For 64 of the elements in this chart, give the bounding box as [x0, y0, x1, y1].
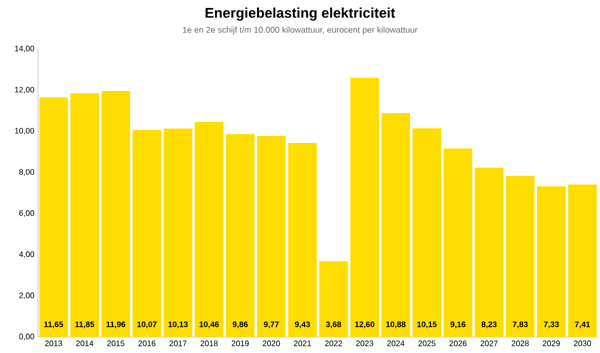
x-tick-label: 2016: [138, 340, 156, 346]
x-tick-label: 2024: [387, 340, 404, 346]
chart-subtitle: 1e en 2e schijf t/m 10.000 kilowattuur, eurocent per kilowattuur: [183, 26, 418, 34]
data-label: 7,41: [574, 322, 590, 328]
data-label: 7,33: [544, 321, 559, 328]
data-label: 11,65: [44, 321, 64, 328]
data-label: 10,07: [137, 321, 157, 328]
data-label: 9,86: [232, 321, 248, 328]
data-label: 10,88: [386, 321, 406, 328]
x-tick-label: 2022: [325, 340, 342, 346]
bar: [194, 122, 224, 337]
bar: [506, 176, 535, 337]
y-tick-label: 10,00: [15, 128, 34, 135]
x-tick-label: 2023: [356, 340, 374, 346]
x-tick-label: 2027: [480, 340, 498, 346]
data-label: 11,96: [106, 321, 126, 328]
bar: [39, 97, 68, 337]
bar: [319, 261, 348, 337]
bar: [288, 143, 317, 337]
y-tick-label: 6,00: [19, 210, 34, 217]
x-tick-label: 2030: [574, 340, 592, 346]
data-label: 10,46: [200, 321, 219, 328]
data-label: 3,68: [326, 321, 342, 328]
bar: [132, 130, 162, 337]
x-tick-label: 2013: [45, 340, 62, 346]
y-tick-label: 4,00: [19, 251, 34, 258]
data-label: 10,13: [168, 321, 188, 328]
x-tick-label: 2019: [232, 340, 249, 346]
bar: [101, 90, 130, 337]
x-tick-label: 2018: [200, 340, 218, 346]
bar: [568, 184, 597, 337]
x-tick-label: 2014: [76, 340, 94, 346]
chart-title: Energiebelasting elektriciteit: [206, 8, 396, 21]
x-tick-label: 2020: [262, 340, 280, 346]
bar: [164, 128, 192, 337]
data-label: 9,77: [264, 321, 279, 328]
data-label: 9,43: [294, 321, 310, 328]
x-tick-label: 2025: [418, 340, 436, 346]
bar: [257, 136, 286, 337]
data-label: 12,60: [355, 321, 374, 328]
y-tick-label: 0,00: [19, 334, 34, 340]
bar: [226, 134, 255, 337]
bar: [474, 168, 504, 337]
bar: [70, 93, 99, 337]
data-label: 7,83: [512, 321, 528, 328]
y-tick-label: 2,00: [19, 292, 34, 300]
x-tick-label: 2029: [542, 340, 560, 346]
bar: [412, 128, 442, 337]
data-label: 9,16: [450, 321, 466, 328]
bar: [381, 113, 410, 337]
x-tick-label: 2017: [170, 340, 186, 346]
data-label: 11,85: [75, 321, 94, 328]
data-label: 8,23: [482, 321, 497, 328]
x-tick-label: 2028: [512, 340, 529, 346]
x-tick-label: 2026: [450, 340, 467, 346]
y-tick-label: 14,00: [15, 46, 34, 52]
bar: [444, 148, 472, 337]
y-tick-label: 12,00: [15, 86, 34, 94]
bar: [350, 78, 379, 337]
x-tick-label: 2015: [107, 340, 124, 346]
y-tick-label: 8,00: [19, 169, 34, 176]
x-tick-label: 2021: [294, 340, 311, 346]
bar: [537, 186, 566, 337]
data-label: 10,15: [417, 321, 437, 328]
